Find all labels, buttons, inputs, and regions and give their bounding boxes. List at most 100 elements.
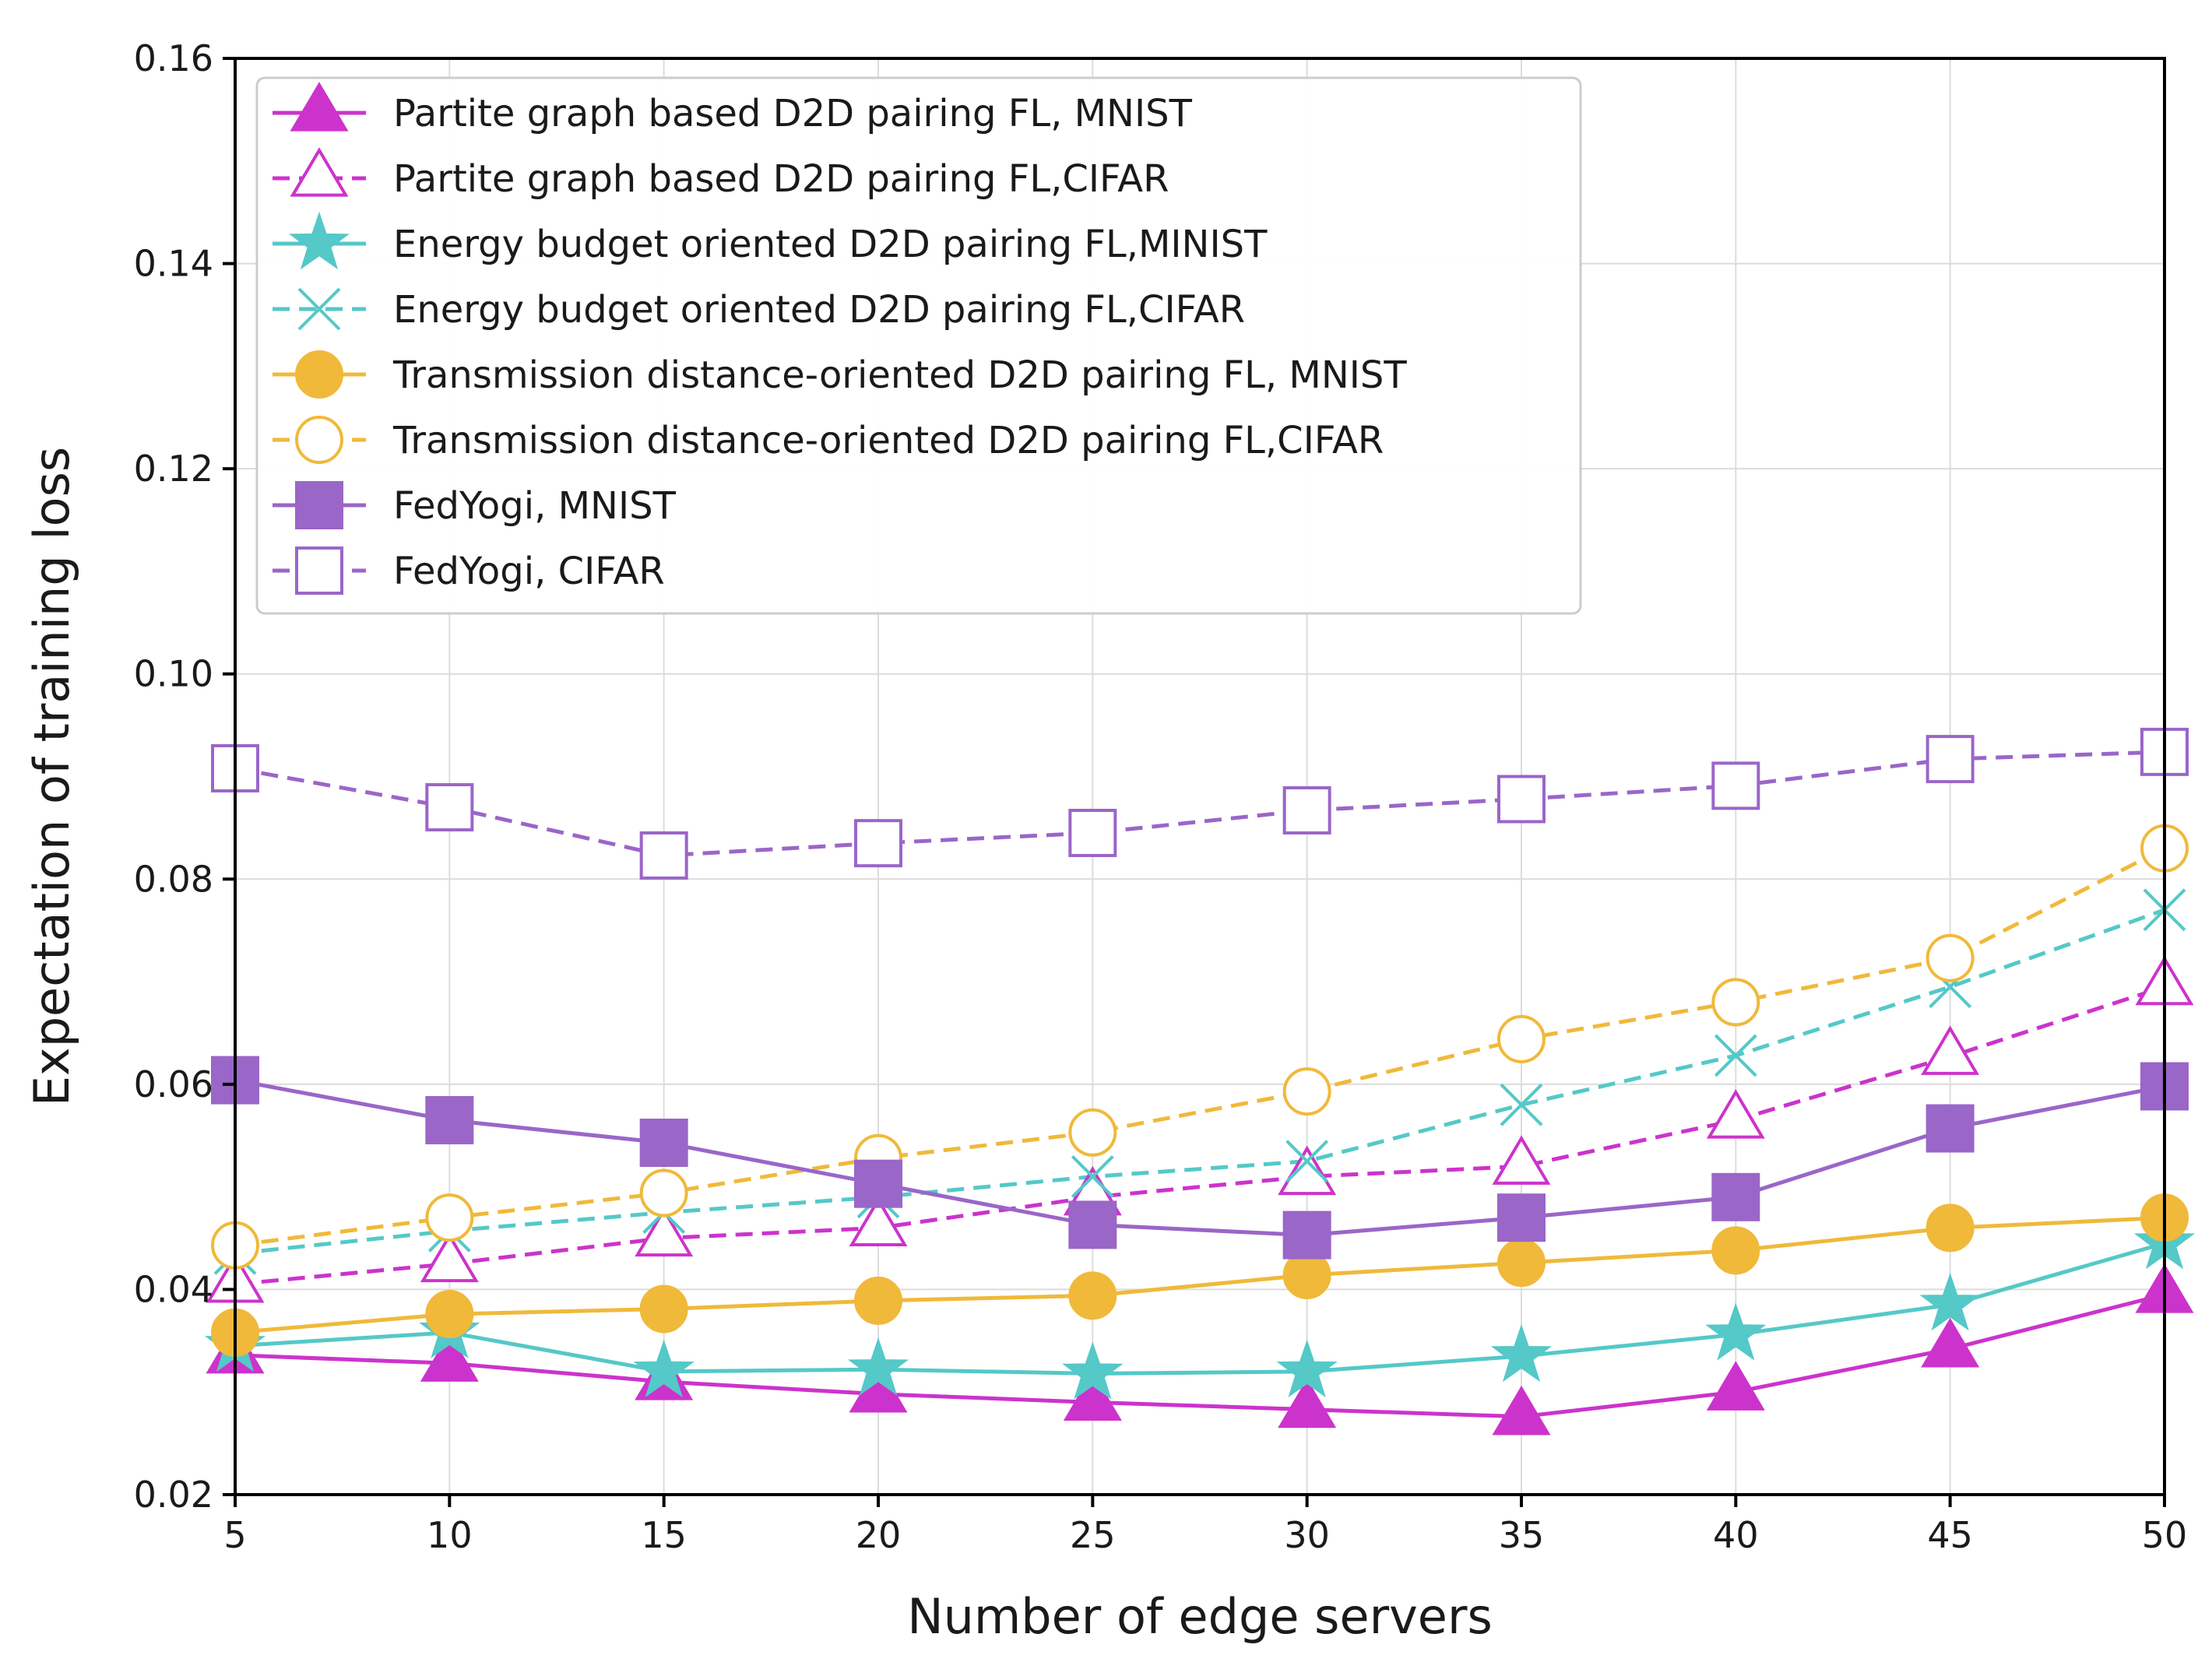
data-point	[639, 831, 688, 880]
plot-frame	[234, 57, 2166, 1496]
data-point	[1282, 785, 1331, 835]
legend-label-6: Transmission distance-oriented D2D pairi…	[392, 419, 1384, 462]
data-point	[1282, 1250, 1331, 1299]
x-tick-label: 35	[1499, 1514, 1545, 1556]
legend-label-7: FedYogi, MNIST	[393, 484, 677, 528]
x-tick-label: 45	[1927, 1514, 1973, 1556]
data-point	[1068, 808, 1117, 857]
y-axis-ticks: 0.02 0.04 0.06 0.08 0.10 0.12 0.14 0.16	[134, 37, 235, 1516]
y-axis-label: Expectation of training loss	[23, 447, 80, 1106]
legend-label-5: Transmission distance-oriented D2D pairi…	[392, 353, 1407, 397]
y-tick-label: 0.06	[134, 1063, 213, 1105]
legend-marker-1	[290, 82, 349, 132]
series-line-4	[234, 908, 2165, 1256]
legend-marker-6	[295, 416, 343, 464]
data-point	[420, 1232, 479, 1283]
data-point	[639, 1284, 688, 1333]
x-tick-label: 25	[1070, 1514, 1116, 1556]
data-point	[1063, 1371, 1122, 1421]
data-point	[1282, 1211, 1331, 1260]
data-point	[1068, 1200, 1117, 1249]
series-markers-8	[211, 727, 2189, 880]
data-point	[425, 1095, 474, 1144]
data-point	[1497, 775, 1546, 824]
data-point	[1919, 1273, 1981, 1331]
y-tick-label: 0.16	[134, 37, 213, 79]
data-point	[1714, 1034, 1757, 1077]
series-markers-6	[211, 824, 2189, 1270]
y-tick-label: 0.04	[134, 1268, 213, 1310]
data-point	[639, 1168, 688, 1218]
data-point	[1500, 1083, 1543, 1126]
data-point	[1068, 1108, 1117, 1157]
data-point	[1925, 933, 1975, 982]
series-markers-5	[211, 1193, 2189, 1357]
series-markers-2	[206, 955, 2194, 1303]
series-line-2	[234, 985, 2165, 1287]
series-line-3	[234, 1241, 2165, 1376]
x-tick-label: 30	[1284, 1514, 1330, 1556]
series-line-8	[234, 750, 2165, 858]
data-point	[425, 783, 474, 832]
x-tick-label: 5	[223, 1514, 246, 1556]
x-tick-label: 20	[856, 1514, 902, 1556]
data-point	[1068, 1271, 1117, 1320]
legend: Partite graph based D2D pairing FL, MNIS…	[255, 76, 1582, 615]
data-point	[1921, 1025, 1980, 1075]
data-point	[1921, 1317, 1980, 1368]
data-point	[1711, 978, 1760, 1027]
x-axis-label: Number of edge servers	[907, 1588, 1493, 1645]
series-markers-4	[213, 888, 2186, 1275]
data-point	[425, 1193, 474, 1242]
data-point	[1492, 1385, 1551, 1435]
data-point	[1278, 1145, 1337, 1196]
series-markers-1	[206, 1263, 2194, 1435]
x-tick-label: 10	[427, 1514, 473, 1556]
data-point	[1278, 1378, 1337, 1428]
y-tick-label: 0.02	[134, 1474, 213, 1516]
legend-marker-5	[295, 350, 343, 399]
data-point	[1706, 1361, 1765, 1411]
data-point	[1711, 1226, 1760, 1275]
legend-marker-4	[297, 287, 341, 331]
data-point	[1276, 1339, 1338, 1398]
legend-marker-3	[288, 211, 350, 270]
data-point	[633, 1339, 695, 1398]
x-tick-label: 50	[2142, 1514, 2188, 1556]
data-point	[1071, 1155, 1114, 1198]
data-point	[1497, 1239, 1546, 1288]
data-point	[1711, 761, 1760, 810]
legend-label-3: Energy budget oriented D2D pairing FL,MI…	[393, 223, 1268, 266]
legend-marker-7	[295, 481, 343, 529]
legend-label-1: Partite graph based D2D pairing FL, MNIS…	[393, 92, 1193, 135]
data-point	[1711, 1172, 1760, 1221]
x-axis-ticks: 5 10 15 20 25 30 35 40 45 50	[223, 1495, 2187, 1556]
data-point	[639, 1118, 688, 1167]
data-point	[1285, 1140, 1329, 1183]
data-point	[425, 1290, 474, 1339]
data-point	[1925, 1203, 1975, 1253]
data-point	[1282, 1067, 1331, 1116]
data-point	[1925, 1104, 1975, 1153]
data-point	[854, 819, 902, 868]
data-point	[1490, 1323, 1553, 1383]
data-point	[1497, 1014, 1546, 1063]
legend-box	[255, 76, 1582, 615]
y-tick-label: 0.12	[134, 448, 213, 490]
data-point	[1062, 1341, 1124, 1400]
data-point	[1705, 1302, 1767, 1361]
series-line-1	[234, 1292, 2165, 1419]
data-point	[635, 1207, 694, 1257]
series-line-5	[234, 1215, 2165, 1335]
data-point	[1497, 1193, 1546, 1242]
y-tick-label: 0.14	[134, 243, 213, 285]
data-point	[847, 1337, 909, 1396]
series-line-7	[234, 1078, 2165, 1238]
y-tick-label: 0.08	[134, 858, 213, 900]
data-point	[420, 1332, 479, 1382]
series-line-6	[234, 846, 2166, 1248]
series-lines	[234, 750, 2166, 1419]
x-tick-label: 40	[1713, 1514, 1759, 1556]
data-point	[854, 1276, 902, 1325]
